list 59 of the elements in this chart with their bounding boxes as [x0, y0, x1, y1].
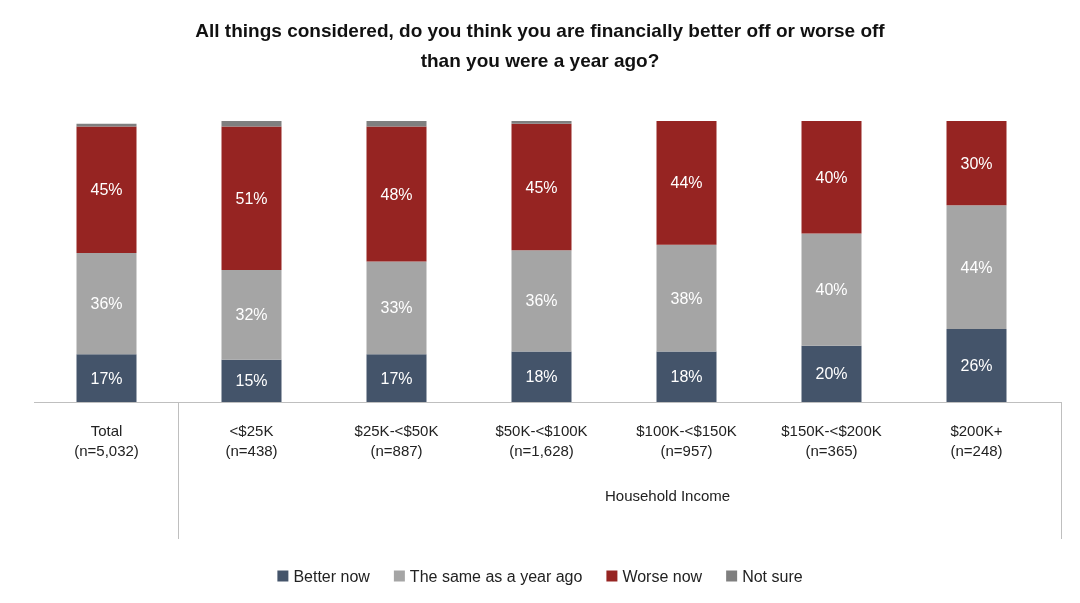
x-tick-label: $25K-<$50K (n=887)	[354, 421, 439, 459]
legend-label: Worse now	[622, 567, 703, 585]
data-label: 45%	[90, 181, 123, 199]
bar	[76, 123, 137, 127]
x-tick-label: $200K+ (n=248)	[950, 421, 1003, 459]
data-label: 36%	[90, 295, 123, 313]
data-label: 26%	[960, 356, 993, 374]
bar	[801, 121, 862, 234]
bar	[76, 354, 137, 402]
bar	[656, 244, 717, 352]
data-label: 15%	[235, 372, 268, 390]
bar	[801, 345, 862, 402]
data-label: 18%	[670, 368, 703, 386]
bar	[511, 250, 572, 352]
bar	[366, 126, 427, 262]
x-tick-label: Total (n=5,032)	[74, 421, 139, 459]
bar	[511, 121, 572, 124]
bar	[366, 354, 427, 402]
bar	[511, 351, 572, 402]
data-label: 18%	[525, 368, 558, 386]
data-label: 44%	[960, 258, 993, 276]
bar	[221, 269, 282, 360]
bar	[656, 351, 717, 402]
bar	[946, 121, 1007, 206]
bar	[76, 126, 137, 254]
data-label: 38%	[670, 289, 703, 307]
legend-label: Better now	[293, 567, 371, 585]
bar	[946, 205, 1007, 329]
x-tick-label: $150K-<$200K (n=365)	[781, 421, 882, 459]
legend-label: Not sure	[742, 567, 803, 585]
bar	[946, 328, 1007, 402]
data-label: 32%	[235, 306, 268, 324]
x-tick-label: $100K-<$150K (n=957)	[636, 421, 737, 459]
data-label: 33%	[380, 299, 413, 317]
x-tick-label: <$25K (n=438)	[225, 421, 278, 459]
bar	[221, 359, 282, 402]
bar	[221, 121, 282, 127]
bar	[511, 123, 572, 251]
data-label: 20%	[815, 365, 848, 383]
bar	[656, 121, 717, 245]
bar	[76, 253, 137, 355]
data-label: 17%	[90, 369, 123, 387]
bar	[366, 261, 427, 355]
bar	[221, 126, 282, 270]
bar	[366, 121, 427, 127]
data-label: 17%	[380, 369, 413, 387]
data-label: 45%	[525, 178, 558, 196]
x-tick-label: $50K-<$100K (n=1,628)	[495, 421, 588, 459]
data-label: 40%	[815, 168, 848, 186]
data-label: 30%	[960, 154, 993, 172]
text: Household Income	[605, 487, 731, 504]
chart-title: All things considered, do you think you are financially better off or worse off than you were a year ago?	[195, 19, 886, 71]
data-label: 36%	[525, 292, 558, 310]
data-label: 51%	[235, 189, 268, 207]
data-label: 48%	[380, 185, 413, 203]
data-label: 40%	[815, 281, 848, 299]
data-label: 44%	[670, 174, 703, 192]
bar	[801, 233, 862, 346]
legend-label: The same as a year ago	[409, 567, 583, 585]
